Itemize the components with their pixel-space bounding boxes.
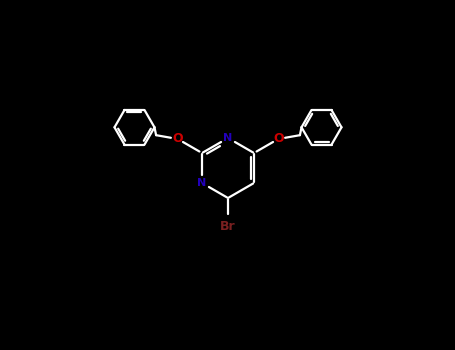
Text: N: N (223, 133, 233, 143)
Text: O: O (273, 133, 283, 146)
Text: O: O (172, 133, 183, 146)
Text: Br: Br (220, 219, 236, 232)
Text: N: N (197, 178, 207, 188)
